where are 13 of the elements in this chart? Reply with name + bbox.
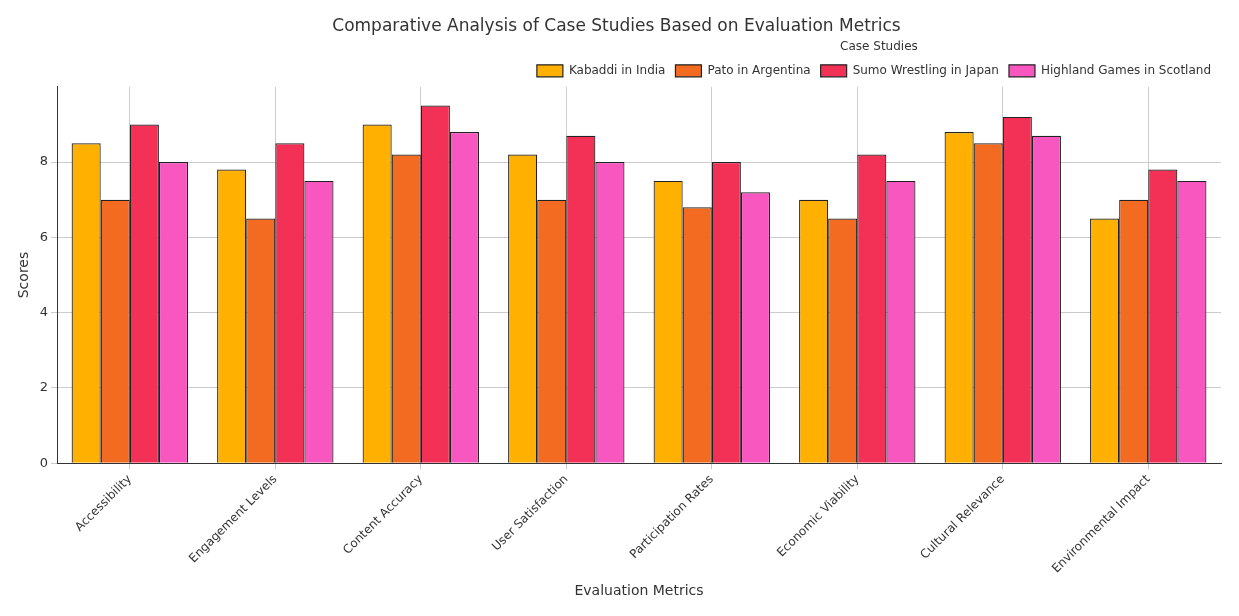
legend-label: Kabaddi in India (568, 62, 666, 77)
legend-label: Sumo Wrestling in Japan (852, 62, 999, 77)
legend-label: Highland Games in Scotland (1040, 62, 1212, 77)
y-tick-label: 8 (39, 153, 49, 169)
y-axis-title: Scores (15, 251, 32, 299)
x-axis-title: Evaluation Metrics (574, 582, 704, 599)
legend-title: Case Studies (840, 38, 918, 53)
legend-label: Pato in Argentina (707, 62, 811, 77)
y-tick-label: 2 (39, 379, 49, 395)
y-tick-label: 6 (39, 228, 49, 244)
y-tick-label: 4 (39, 304, 49, 320)
y-tick-label: 0 (39, 454, 49, 470)
chart-title: Comparative Analysis of Case Studies Based on Evaluation Metrics (332, 14, 901, 35)
